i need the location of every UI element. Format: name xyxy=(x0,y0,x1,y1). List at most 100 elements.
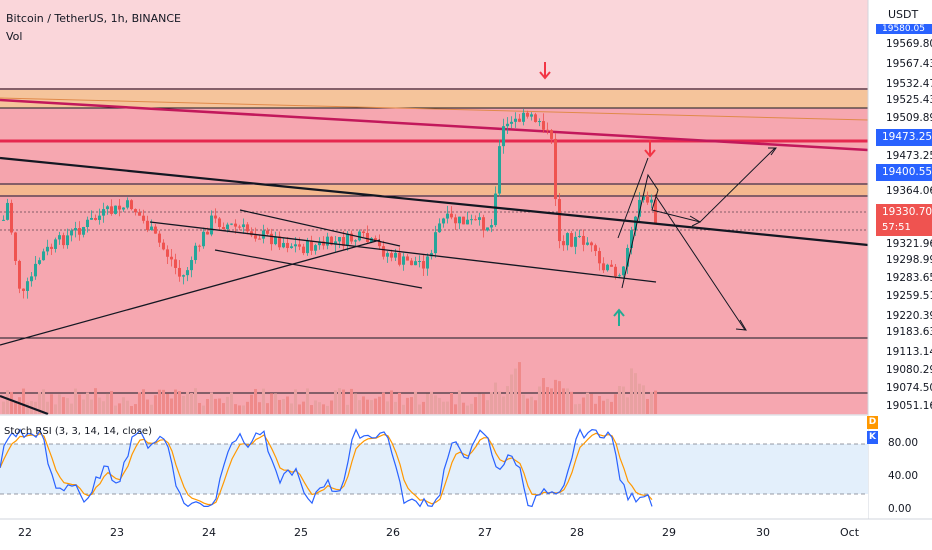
volume-bar xyxy=(590,393,593,414)
price-tick: 19259.51 xyxy=(886,290,932,302)
volume-bar xyxy=(554,379,557,414)
candle-body xyxy=(310,240,313,251)
time-tick: 22 xyxy=(18,526,32,539)
candle-body xyxy=(374,238,377,241)
candle-body xyxy=(342,237,345,246)
volume-bar xyxy=(366,399,369,414)
candle-body xyxy=(522,112,525,122)
candle-body xyxy=(210,215,213,235)
candle-body xyxy=(106,206,109,210)
volume-bar xyxy=(346,404,349,414)
volume-bar xyxy=(250,394,253,414)
candle-body xyxy=(358,231,361,241)
volume-bar xyxy=(226,396,229,414)
candle-body xyxy=(634,216,637,231)
candle-body xyxy=(470,219,473,221)
price-tick: 19298.99 xyxy=(886,254,932,266)
candle-body xyxy=(570,233,573,247)
price-tick: 19080.29 xyxy=(886,364,932,376)
stoch-rsi-label[interactable]: Stoch RSI (3, 3, 14, 14, close) xyxy=(4,426,152,437)
volume-bar xyxy=(482,394,485,414)
candle-body xyxy=(622,266,625,276)
volume-bar xyxy=(302,401,305,414)
candle-body xyxy=(258,238,261,240)
candle-body xyxy=(530,114,533,117)
volume-bar xyxy=(282,398,285,414)
drawn-trendlines xyxy=(0,147,869,416)
candle-body xyxy=(250,231,253,236)
volume-bar xyxy=(6,390,9,414)
volume-bar xyxy=(410,397,413,414)
candle-body xyxy=(414,261,417,266)
candle-body xyxy=(510,121,513,124)
time-tick: 30 xyxy=(756,526,770,539)
candle-body xyxy=(194,245,197,261)
volume-bar xyxy=(94,388,97,414)
volume-bar xyxy=(422,401,425,414)
candle-body xyxy=(166,249,169,257)
volume-bar xyxy=(614,394,617,414)
volume-bar xyxy=(594,403,597,414)
volume-bar xyxy=(522,394,525,414)
volume-bar xyxy=(634,373,637,414)
volume-bar xyxy=(194,388,197,414)
volume-bar xyxy=(90,399,93,414)
volume-bar xyxy=(438,397,441,414)
orange-band-mid xyxy=(0,185,868,195)
stoch-band xyxy=(0,444,868,494)
time-tick: 25 xyxy=(294,526,308,539)
countdown-tag: 57:51 xyxy=(876,219,932,236)
volume-bar xyxy=(546,387,549,414)
volume-bar xyxy=(270,393,273,414)
volume-bar xyxy=(478,393,481,414)
candle-body xyxy=(586,242,589,245)
volume-bar xyxy=(298,404,301,414)
candle-body xyxy=(286,242,289,249)
volume-bar xyxy=(210,392,213,414)
candle-body xyxy=(182,275,185,277)
stoch-d-line xyxy=(0,432,653,506)
volume-bar xyxy=(138,392,141,414)
symbol-title[interactable]: Bitcoin / TetherUS, 1h, BINANCE xyxy=(6,12,182,25)
candle-body xyxy=(582,235,585,245)
arrow-down-icon xyxy=(539,62,551,80)
volume-bar xyxy=(58,394,61,414)
price-tick: 19113.14 xyxy=(886,346,932,358)
volume-bar xyxy=(470,403,473,414)
candle-body xyxy=(594,245,597,252)
volume-bar xyxy=(474,397,477,414)
volume-bar xyxy=(570,391,573,414)
candle-body xyxy=(562,241,565,246)
candle-body xyxy=(62,235,65,246)
candle-body xyxy=(66,235,69,246)
volume-bar xyxy=(186,391,189,414)
volume-bar xyxy=(330,400,333,414)
candle-body xyxy=(346,233,349,246)
volume-bar xyxy=(306,388,309,414)
volume-bar xyxy=(290,403,293,414)
candle-body xyxy=(422,261,425,269)
volume-bar xyxy=(394,401,397,414)
volume-bar xyxy=(586,392,589,414)
candle-body xyxy=(402,256,405,265)
candle-body xyxy=(466,219,469,225)
volume-bar xyxy=(606,398,609,414)
volume-bar xyxy=(458,390,461,414)
candle-body xyxy=(122,207,125,210)
volume-bar xyxy=(294,389,297,414)
orange-diagonal xyxy=(0,97,869,121)
volume-bar xyxy=(154,395,157,414)
candle-body xyxy=(602,263,605,271)
volume-bar xyxy=(254,388,257,414)
candle-body xyxy=(438,223,441,233)
time-tick: 27 xyxy=(478,526,492,539)
volume-bar xyxy=(82,399,85,414)
volume-label[interactable]: Vol xyxy=(6,30,23,43)
candle-body xyxy=(474,219,477,221)
volume-bar xyxy=(66,398,69,414)
candle-body xyxy=(450,213,453,218)
volume-bar xyxy=(34,401,37,414)
volume-bar xyxy=(18,397,21,414)
